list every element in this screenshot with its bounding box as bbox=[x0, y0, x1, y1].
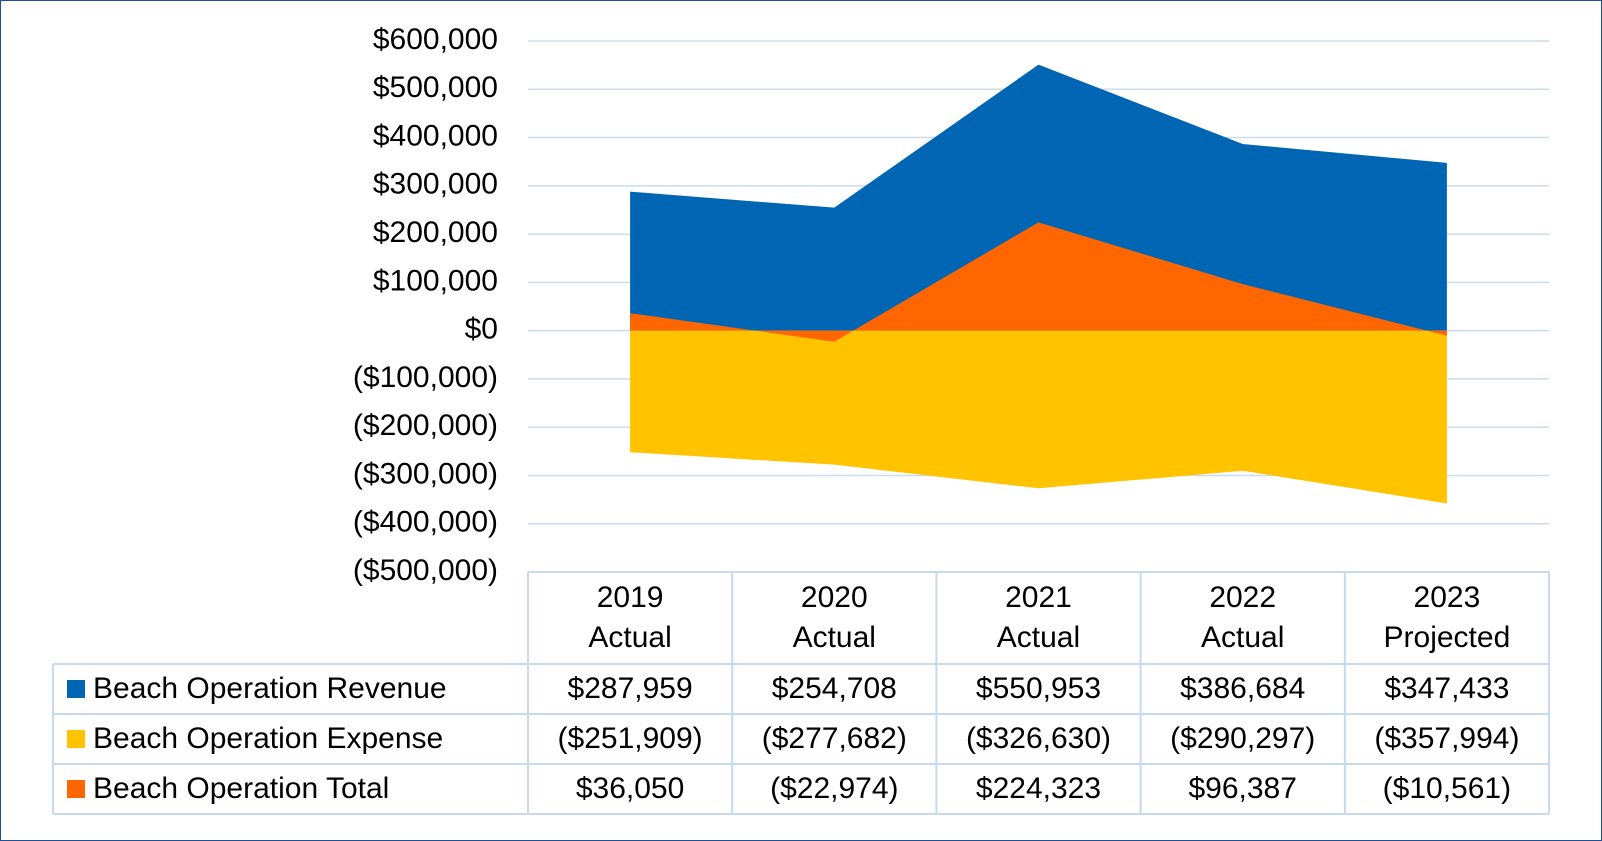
y-tick-label: $600,000 bbox=[373, 23, 498, 56]
y-tick-label: $400,000 bbox=[373, 119, 498, 152]
table-value: ($290,297) bbox=[1170, 722, 1315, 755]
legend-label: Beach Operation Total bbox=[93, 772, 389, 805]
category-label: 2023 Projected bbox=[1345, 573, 1549, 663]
table-value: ($251,909) bbox=[558, 722, 703, 755]
legend-swatch bbox=[67, 680, 85, 698]
y-tick-label: ($400,000) bbox=[353, 506, 498, 539]
y-tick-label: $200,000 bbox=[373, 216, 498, 249]
table-value: ($357,994) bbox=[1374, 722, 1519, 755]
table-value: $224,323 bbox=[976, 772, 1101, 805]
category-text: 2021 Actual bbox=[996, 581, 1081, 654]
y-tick-label: $300,000 bbox=[373, 168, 498, 201]
table-value: ($277,682) bbox=[762, 722, 907, 755]
y-tick-label: $100,000 bbox=[373, 264, 498, 297]
table-value: $550,953 bbox=[976, 672, 1101, 705]
table-value: $36,050 bbox=[576, 772, 684, 805]
legend-label: Beach Operation Expense bbox=[93, 722, 443, 755]
category-label: 2020 Actual bbox=[732, 573, 936, 663]
category-text: 2019 Actual bbox=[588, 581, 672, 654]
y-tick-label: ($200,000) bbox=[353, 409, 498, 442]
table-value: ($10,561) bbox=[1383, 772, 1511, 805]
table-value: $96,387 bbox=[1188, 772, 1296, 805]
category-text: 2022 Actual bbox=[1200, 581, 1285, 654]
area bbox=[630, 64, 1447, 331]
y-tick-label: ($100,000) bbox=[353, 361, 498, 394]
legend-swatch bbox=[67, 730, 85, 748]
area bbox=[630, 222, 1447, 342]
y-tick-label: ($500,000) bbox=[353, 554, 498, 587]
table-value: ($22,974) bbox=[770, 772, 898, 805]
category-label: 2019 Actual bbox=[528, 573, 732, 663]
category-label: 2021 Actual bbox=[936, 573, 1140, 663]
table-value: $287,959 bbox=[568, 672, 693, 705]
category-label: 2022 Actual bbox=[1141, 573, 1345, 663]
table-value: $386,684 bbox=[1180, 672, 1305, 705]
area bbox=[630, 330, 1447, 504]
table-value: ($326,630) bbox=[966, 722, 1111, 755]
category-text: 2023 Projected bbox=[1383, 581, 1511, 654]
y-tick-label: $0 bbox=[465, 313, 498, 346]
table-value: $347,433 bbox=[1384, 672, 1509, 705]
y-tick-label: ($300,000) bbox=[353, 457, 498, 490]
legend-swatch bbox=[67, 780, 85, 798]
category-text: 2020 Actual bbox=[792, 581, 876, 654]
y-tick-label: $500,000 bbox=[373, 71, 498, 104]
legend-label: Beach Operation Revenue bbox=[93, 672, 447, 705]
table-value: $254,708 bbox=[772, 672, 897, 705]
